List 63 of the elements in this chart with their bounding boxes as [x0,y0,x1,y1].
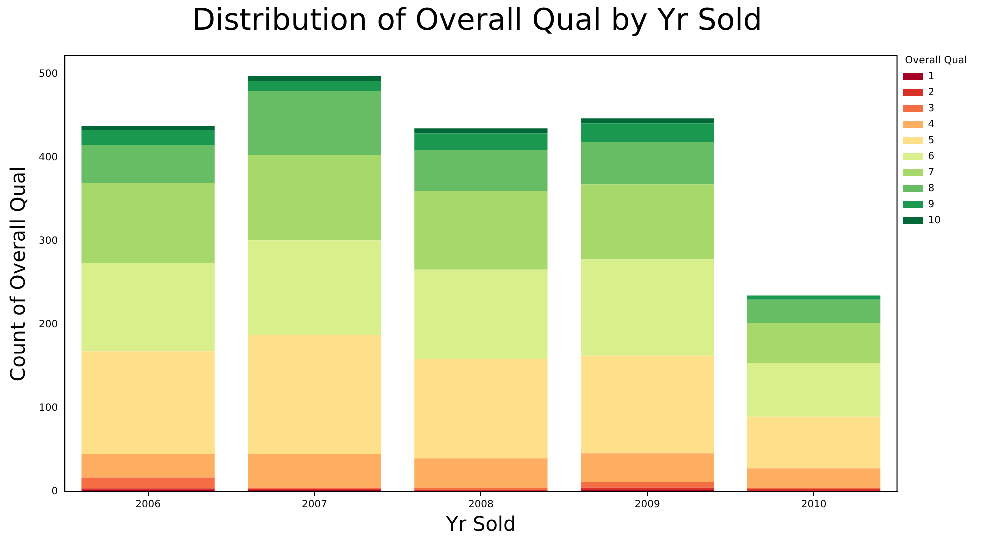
bar [248,240,382,335]
legend-label: 6 [928,152,935,163]
x-axis-title: Yr Sold [445,512,516,536]
x-tick-label: 2006 [136,500,162,511]
y-axis-title: Count of Overall Qual [6,166,30,382]
bar [414,359,548,459]
x-tick-label: 2009 [634,500,660,511]
x-tick-label: 2007 [302,500,328,511]
bar [248,91,382,156]
bar [581,482,714,488]
bar [747,468,881,488]
bar [82,352,215,454]
bar [248,334,382,454]
bar [82,454,215,478]
bar [581,142,714,185]
bar [248,155,382,241]
bar [414,191,548,270]
y-tick-label: 300 [38,236,58,248]
legend-label: 5 [928,136,935,147]
legend-label: 9 [928,200,935,211]
legend-label: 10 [928,216,942,227]
bar [747,296,881,300]
legend-label: 8 [928,184,935,195]
legend-label: 3 [928,104,935,115]
bar [581,118,714,124]
bar [82,130,215,146]
bar [414,134,548,150]
bar [747,300,881,324]
bar [82,478,215,489]
bar [581,124,714,142]
legend-label: 2 [928,88,935,99]
bar [581,260,714,356]
bar [581,454,714,482]
bar [581,356,714,454]
bar [248,81,382,92]
bar [414,488,548,490]
bar [747,323,881,364]
bar [82,182,215,264]
bar [82,126,215,130]
x-tick-label: 2010 [801,500,827,511]
legend-label: 7 [928,168,935,179]
bar [414,128,548,134]
y-tick-label: 400 [38,152,58,164]
legend-label: 1 [928,72,935,83]
legend-label: 4 [928,120,935,131]
bar [82,263,215,352]
bar [414,270,548,360]
bar [747,363,881,417]
bar [747,416,881,469]
chart-title: Distribution of Overall Qual by Yr Sold [192,2,762,38]
bar [581,184,714,260]
y-tick-label: 200 [38,320,58,331]
bar [414,458,548,488]
y-tick-label: 0 [52,486,58,498]
y-tick-label: 500 [38,68,58,80]
bar [248,454,382,488]
y-tick-label: 100 [38,403,58,414]
bar [581,488,714,490]
legend-title: Overall Qual [905,56,968,67]
bar [248,76,382,82]
bar [82,145,215,183]
x-tick-label: 2008 [468,500,494,511]
bar [414,150,548,192]
